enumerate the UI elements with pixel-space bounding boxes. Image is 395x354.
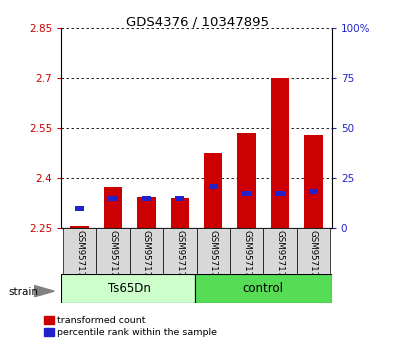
Bar <box>61 274 195 303</box>
Bar <box>204 153 222 228</box>
Text: GSM957178: GSM957178 <box>276 230 284 282</box>
Bar <box>209 184 218 189</box>
Text: GSM957179: GSM957179 <box>309 230 318 282</box>
Bar <box>96 228 130 274</box>
Text: GSM957173: GSM957173 <box>109 230 117 282</box>
Text: GSM957175: GSM957175 <box>175 230 184 282</box>
Bar <box>242 191 251 196</box>
Text: Ts65Dn: Ts65Dn <box>108 282 151 295</box>
Bar <box>237 133 256 228</box>
Bar <box>130 228 163 274</box>
Text: strain: strain <box>9 287 39 297</box>
Bar <box>309 189 318 194</box>
Bar <box>137 197 156 228</box>
Legend: transformed count, percentile rank within the sample: transformed count, percentile rank withi… <box>44 316 217 337</box>
Bar <box>297 228 330 274</box>
Text: GSM957177: GSM957177 <box>242 230 251 282</box>
Bar <box>171 198 189 228</box>
Bar <box>163 228 197 274</box>
Bar <box>175 196 184 201</box>
Polygon shape <box>35 286 54 297</box>
Bar <box>304 135 323 228</box>
Bar <box>275 191 285 196</box>
Bar <box>108 196 118 201</box>
Bar <box>263 228 297 274</box>
Bar <box>197 228 230 274</box>
Text: GSM957174: GSM957174 <box>142 230 151 282</box>
Bar <box>230 228 263 274</box>
Text: GDS4376 / 10347895: GDS4376 / 10347895 <box>126 16 269 29</box>
Text: control: control <box>243 282 284 295</box>
Bar <box>142 196 151 201</box>
Text: GSM957172: GSM957172 <box>75 230 84 282</box>
Bar <box>271 78 289 228</box>
Bar <box>75 206 84 211</box>
Bar <box>104 187 122 228</box>
Text: GSM957176: GSM957176 <box>209 230 218 282</box>
Bar <box>63 228 96 274</box>
Bar <box>195 274 332 303</box>
Bar <box>70 226 89 228</box>
